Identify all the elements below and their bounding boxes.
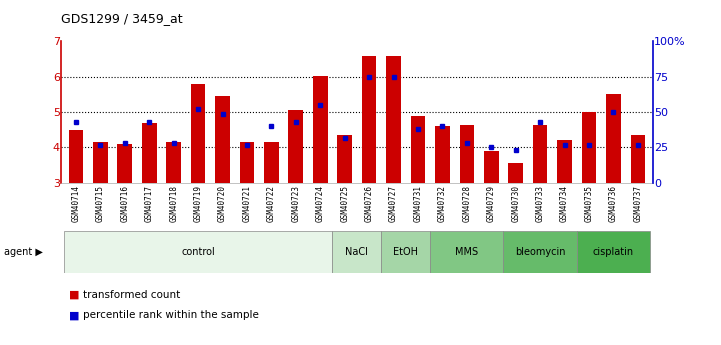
Bar bbox=[191, 84, 205, 183]
Bar bbox=[167, 142, 181, 183]
Text: GSM40724: GSM40724 bbox=[316, 185, 324, 222]
Bar bbox=[411, 116, 425, 183]
Bar bbox=[313, 76, 327, 183]
Text: cisplatin: cisplatin bbox=[593, 247, 634, 257]
Text: GSM40732: GSM40732 bbox=[438, 185, 447, 222]
Bar bbox=[142, 123, 156, 183]
Bar bbox=[381, 231, 430, 273]
Text: GSM40728: GSM40728 bbox=[462, 185, 472, 222]
Text: ■: ■ bbox=[68, 290, 79, 300]
Bar bbox=[93, 142, 107, 183]
Text: GSM40725: GSM40725 bbox=[340, 185, 349, 222]
Bar bbox=[459, 125, 474, 183]
Bar bbox=[118, 144, 132, 183]
Text: GSM40717: GSM40717 bbox=[145, 185, 154, 222]
Bar bbox=[264, 142, 279, 183]
Text: EtOH: EtOH bbox=[393, 247, 418, 257]
Bar bbox=[631, 135, 645, 183]
Bar bbox=[577, 231, 650, 273]
Bar bbox=[533, 125, 547, 183]
Text: GSM40729: GSM40729 bbox=[487, 185, 496, 222]
Bar bbox=[362, 56, 376, 183]
Text: control: control bbox=[181, 247, 215, 257]
Bar bbox=[332, 231, 381, 273]
Bar bbox=[63, 231, 332, 273]
Text: transformed count: transformed count bbox=[83, 290, 180, 300]
Bar bbox=[386, 56, 401, 183]
Text: GSM40737: GSM40737 bbox=[633, 185, 642, 222]
Text: GSM40727: GSM40727 bbox=[389, 185, 398, 222]
Bar bbox=[606, 95, 621, 183]
Text: GSM40726: GSM40726 bbox=[365, 185, 373, 222]
Text: GSM40715: GSM40715 bbox=[96, 185, 105, 222]
Text: GSM40736: GSM40736 bbox=[609, 185, 618, 222]
Text: GSM40714: GSM40714 bbox=[71, 185, 81, 222]
Text: GSM40721: GSM40721 bbox=[242, 185, 252, 222]
Text: percentile rank within the sample: percentile rank within the sample bbox=[83, 310, 259, 321]
Bar bbox=[430, 231, 503, 273]
Bar bbox=[503, 231, 577, 273]
Bar bbox=[68, 130, 83, 183]
Bar bbox=[508, 164, 523, 183]
Text: GSM40733: GSM40733 bbox=[536, 185, 544, 222]
Bar bbox=[239, 142, 255, 183]
Bar bbox=[435, 126, 450, 183]
Text: NaCl: NaCl bbox=[345, 247, 368, 257]
Text: GSM40734: GSM40734 bbox=[560, 185, 569, 222]
Bar bbox=[337, 135, 352, 183]
Text: ■: ■ bbox=[68, 310, 79, 321]
Text: GSM40718: GSM40718 bbox=[169, 185, 178, 222]
Text: MMS: MMS bbox=[455, 247, 479, 257]
Bar bbox=[557, 140, 572, 183]
Text: GSM40730: GSM40730 bbox=[511, 185, 520, 222]
Text: GSM40735: GSM40735 bbox=[585, 185, 593, 222]
Text: GSM40722: GSM40722 bbox=[267, 185, 276, 222]
Bar bbox=[484, 151, 499, 183]
Text: GSM40720: GSM40720 bbox=[218, 185, 227, 222]
Text: GSM40719: GSM40719 bbox=[194, 185, 203, 222]
Bar bbox=[582, 112, 596, 183]
Text: GSM40731: GSM40731 bbox=[413, 185, 423, 222]
Text: GSM40716: GSM40716 bbox=[120, 185, 129, 222]
Bar bbox=[288, 110, 303, 183]
Bar bbox=[215, 96, 230, 183]
Text: GDS1299 / 3459_at: GDS1299 / 3459_at bbox=[61, 12, 183, 25]
Text: bleomycin: bleomycin bbox=[515, 247, 565, 257]
Text: agent ▶: agent ▶ bbox=[4, 247, 43, 257]
Text: GSM40723: GSM40723 bbox=[291, 185, 301, 222]
